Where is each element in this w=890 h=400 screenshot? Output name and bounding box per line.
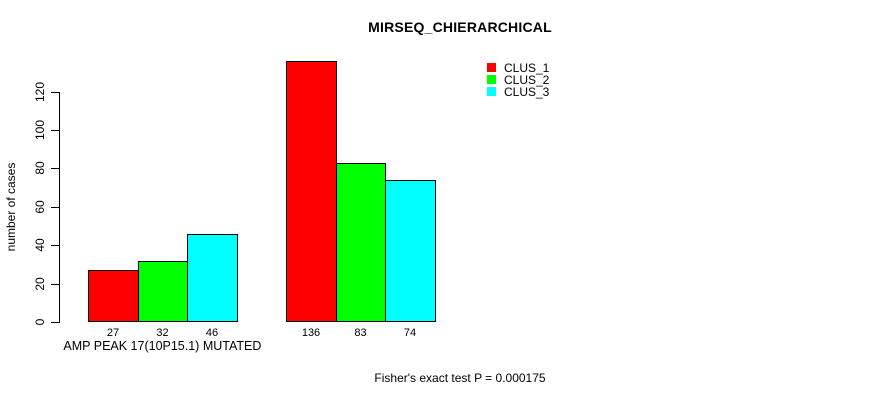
y-tick-mark xyxy=(51,92,59,93)
y-axis-label: number of cases xyxy=(4,162,18,252)
fisher-test-annotation: Fisher's exact test P = 0.000175 xyxy=(374,371,546,385)
y-tick-mark xyxy=(51,245,59,246)
y-tick-mark xyxy=(51,168,59,169)
bar-value-label: 83 xyxy=(354,327,367,339)
y-tick-label: 40 xyxy=(33,238,47,252)
bar-clus_1-group2 xyxy=(286,61,337,322)
y-axis-line xyxy=(59,92,60,323)
legend-swatch-clus_1 xyxy=(487,63,496,72)
y-tick-label: 80 xyxy=(33,161,47,175)
bar-clus_2-group2 xyxy=(336,163,386,322)
legend-label-clus_3: CLUS_3 xyxy=(504,85,550,99)
y-tick-label: 120 xyxy=(33,81,47,103)
bar-clus_3-group2 xyxy=(385,180,436,322)
y-tick-label: 20 xyxy=(33,277,47,291)
bar-value-label: 136 xyxy=(301,327,321,339)
y-tick-mark xyxy=(51,284,59,285)
bar-value-label: 27 xyxy=(106,327,120,339)
bar-clus_2-group1 xyxy=(138,261,188,322)
y-tick-label: 0 xyxy=(33,318,47,326)
legend-swatch-clus_3 xyxy=(487,87,496,96)
y-tick-label: 60 xyxy=(33,200,47,214)
bar-clus_1-group1 xyxy=(88,270,139,322)
legend-swatch-clus_2 xyxy=(487,75,496,84)
legend-label-clus_1: CLUS_1 xyxy=(504,61,550,75)
bar-value-label: 74 xyxy=(403,327,417,339)
bar-value-label: 46 xyxy=(205,327,219,339)
bar-clus_3-group1 xyxy=(187,234,238,322)
bar-value-label: 32 xyxy=(156,327,169,339)
legend-label-clus_2: CLUS_2 xyxy=(504,73,550,87)
chart-title: MIRSEQ_CHIERARCHICAL xyxy=(368,19,552,35)
y-tick-label: 100 xyxy=(33,119,47,141)
y-tick-mark xyxy=(51,207,59,208)
y-tick-mark xyxy=(51,322,59,323)
x-axis-group-label: AMP PEAK 17(10P15.1) MUTATED xyxy=(63,339,262,353)
y-tick-mark xyxy=(51,130,59,131)
